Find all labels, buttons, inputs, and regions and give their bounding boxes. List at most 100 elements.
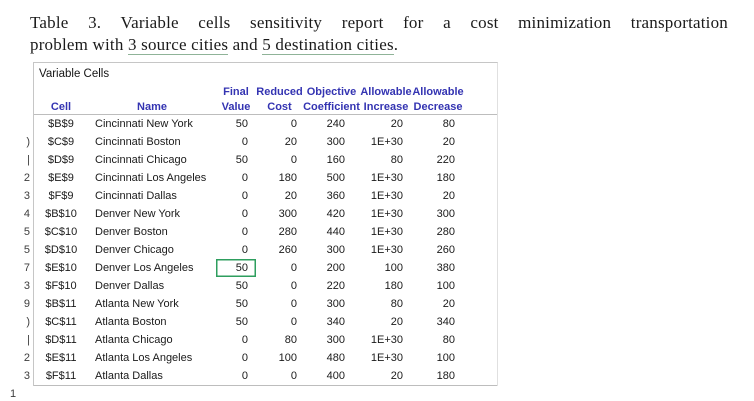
table-row: $D$10 Denver Chicago 0 260 300 1E+30 260 bbox=[34, 241, 497, 259]
row-number-fragment: 2 bbox=[23, 172, 30, 184]
cell-final-value: 0 bbox=[241, 244, 248, 256]
row-number-fragment: 3 bbox=[23, 190, 30, 202]
cell-allowable-increase: 1E+30 bbox=[370, 190, 403, 202]
table-row: $D$11 Atlanta Chicago 0 80 300 1E+30 80 bbox=[34, 331, 497, 349]
cell-name: Denver Chicago bbox=[95, 244, 174, 256]
cell-objective-coefficient: 340 bbox=[326, 316, 345, 328]
cell-allowable-increase: 1E+30 bbox=[370, 352, 403, 364]
cell-objective-coefficient: 200 bbox=[326, 262, 345, 274]
cell-allowable-decrease: 20 bbox=[442, 136, 455, 148]
cell-final-value: 0 bbox=[241, 208, 248, 220]
cell-name: Cincinnati Dallas bbox=[95, 190, 177, 202]
cell-final-value: 0 bbox=[241, 370, 248, 382]
cell-allowable-increase: 80 bbox=[390, 154, 403, 166]
header-reduced: Reduced bbox=[256, 86, 303, 98]
cell-allowable-increase: 20 bbox=[390, 316, 403, 328]
header-decrease: Decrease bbox=[413, 101, 463, 113]
cell-final-value: 0 bbox=[241, 334, 248, 346]
header-final: Final bbox=[223, 86, 249, 98]
cell-reduced-cost: 0 bbox=[290, 262, 297, 274]
cell-final-value: 50 bbox=[235, 298, 248, 310]
cell-name: Cincinnati New York bbox=[95, 118, 193, 130]
table-row: $B$9 Cincinnati New York 50 0 240 20 80 bbox=[34, 115, 497, 133]
cell-cell: $F$10 bbox=[45, 280, 77, 292]
cell-objective-coefficient: 220 bbox=[326, 280, 345, 292]
row-number-fragment: 2 bbox=[23, 352, 30, 364]
selected-cell: 50 bbox=[216, 259, 256, 277]
table-row: $E$11 Atlanta Los Angeles 0 100 480 1E+30 100 bbox=[34, 349, 497, 367]
row-number-fragment: ) bbox=[26, 136, 30, 148]
table-row: $E$10 Denver Los Angeles 50 0 200 100 380 bbox=[34, 259, 497, 277]
cell-final-value: 50 bbox=[235, 316, 248, 328]
header-row-2: Cell Name Value Cost Coefficient Increase Decr… bbox=[34, 100, 497, 115]
row-number-fragment bbox=[10, 115, 30, 133]
cell-allowable-decrease: 180 bbox=[436, 370, 455, 382]
cell-allowable-decrease: 20 bbox=[442, 298, 455, 310]
header-value: Value bbox=[221, 101, 251, 113]
cell-reduced-cost: 0 bbox=[290, 154, 297, 166]
cell-reduced-cost: 0 bbox=[290, 118, 297, 130]
caption-text-mid: and bbox=[228, 35, 263, 54]
cell-cell: $C$10 bbox=[44, 226, 78, 238]
row-number-fragment: 5 bbox=[23, 244, 30, 256]
cell-cell: $B$9 bbox=[48, 118, 74, 130]
table-row: $F$10 Denver Dallas 50 0 220 180 100 bbox=[34, 277, 497, 295]
cell-reduced-cost: 260 bbox=[278, 244, 297, 256]
cell-allowable-decrease: 80 bbox=[442, 118, 455, 130]
header-objective: Objective bbox=[306, 86, 357, 98]
cell-reduced-cost: 80 bbox=[284, 334, 297, 346]
cell-reduced-cost: 0 bbox=[290, 370, 297, 382]
row-number-fragment: 7 bbox=[23, 262, 30, 274]
cell-objective-coefficient: 440 bbox=[326, 226, 345, 238]
header-cost: Cost bbox=[267, 101, 292, 113]
cell-cell: $C$9 bbox=[47, 136, 75, 148]
sensitivity-report-figure: ) | 2 3 4 5 5 7 3 9) | 2 3 Variable Cells Final Reduc… bbox=[8, 62, 500, 400]
header-increase: Increase bbox=[363, 101, 409, 113]
cell-objective-coefficient: 300 bbox=[326, 244, 345, 256]
row-number-fragment: 3 bbox=[23, 280, 30, 292]
table-row: $D$9 Cincinnati Chicago 50 0 160 80 220 bbox=[34, 151, 497, 169]
cell-allowable-decrease: 300 bbox=[436, 208, 455, 220]
header-cell: Cell bbox=[50, 101, 72, 113]
cell-reduced-cost: 0 bbox=[290, 298, 297, 310]
cell-cell: $E$11 bbox=[45, 352, 77, 364]
table-row: $B$10 Denver New York 0 300 420 1E+30 300 bbox=[34, 205, 497, 223]
cell-allowable-decrease: 100 bbox=[436, 280, 455, 292]
cell-allowable-increase: 80 bbox=[390, 298, 403, 310]
cell-allowable-increase: 1E+30 bbox=[370, 244, 403, 256]
header-name: Name bbox=[137, 101, 167, 113]
cell-final-value: 50 bbox=[235, 118, 248, 130]
cell-cell: $C$11 bbox=[45, 316, 77, 328]
cell-objective-coefficient: 480 bbox=[326, 352, 345, 364]
cell-allowable-increase: 1E+30 bbox=[370, 334, 403, 346]
row-number-fragment: 5 bbox=[23, 226, 30, 238]
cell-reduced-cost: 0 bbox=[290, 280, 297, 292]
cell-cell: $B$11 bbox=[45, 298, 77, 310]
cell-allowable-increase: 180 bbox=[384, 280, 403, 292]
table-row: $C$11 Atlanta Boston 50 0 340 20 340 bbox=[34, 313, 497, 331]
cell-allowable-increase: 1E+30 bbox=[370, 208, 403, 220]
row-number-gutter: ) | 2 3 4 5 5 7 3 9) | 2 3 bbox=[8, 62, 34, 386]
section-label: Variable Cells bbox=[39, 68, 110, 80]
cell-reduced-cost: 100 bbox=[278, 352, 297, 364]
table-row: $B$11 Atlanta New York 50 0 300 80 20 bbox=[34, 295, 497, 313]
header-allowable: Allowable bbox=[412, 86, 464, 98]
row-number-fragment: | bbox=[27, 334, 30, 346]
row-number-fragment: ) bbox=[26, 316, 30, 328]
cell-name: Denver New York bbox=[95, 208, 180, 220]
cell-reduced-cost: 20 bbox=[284, 136, 297, 148]
cell-name: Atlanta Boston bbox=[95, 316, 167, 328]
table-body: $B$9 Cincinnati New York 50 0 240 20 80 $C$9 Cin… bbox=[34, 115, 497, 386]
cell-cell: $D$9 bbox=[47, 154, 75, 166]
cell-objective-coefficient: 240 bbox=[326, 118, 345, 130]
header-spacer bbox=[88, 85, 216, 100]
cell-final-value: 0 bbox=[241, 226, 248, 238]
cell-reduced-cost: 0 bbox=[290, 316, 297, 328]
cell-allowable-increase: 1E+30 bbox=[370, 226, 403, 238]
cell-allowable-decrease: 180 bbox=[436, 172, 455, 184]
cell-final-value: 0 bbox=[241, 172, 248, 184]
row-number-fragment: | bbox=[27, 154, 30, 166]
cell-allowable-increase: 1E+30 bbox=[370, 136, 403, 148]
cell-allowable-decrease: 20 bbox=[442, 190, 455, 202]
cell-final-value: 50 bbox=[235, 280, 248, 292]
